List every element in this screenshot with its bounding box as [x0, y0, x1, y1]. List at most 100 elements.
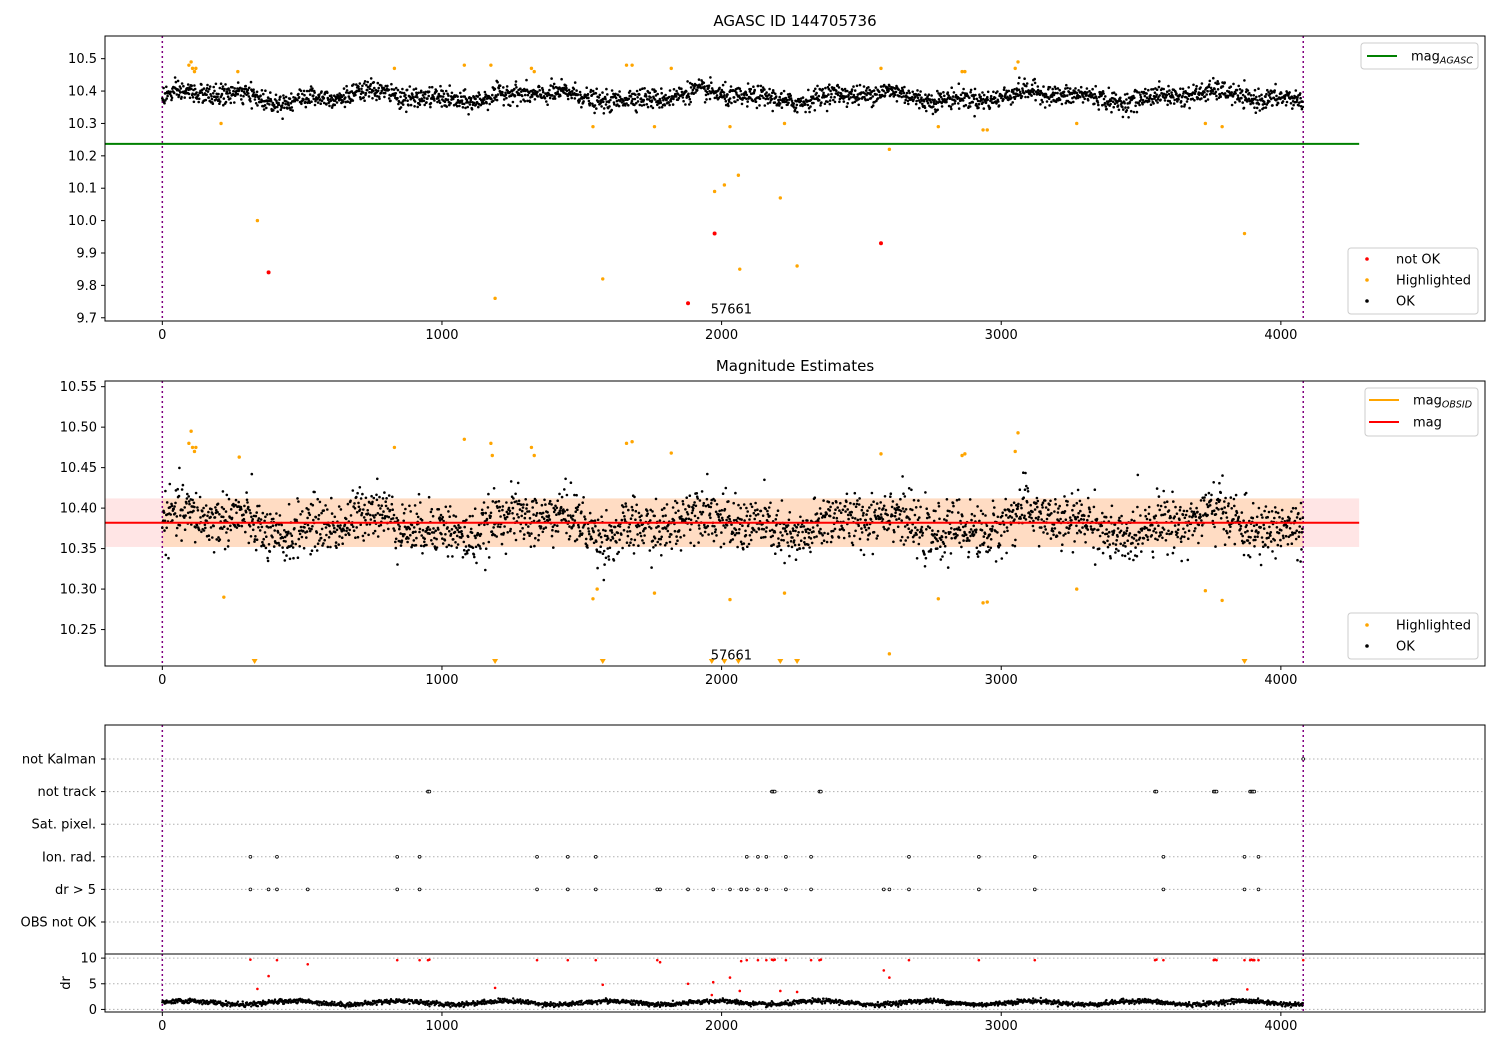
ok-point: [980, 528, 984, 532]
ok-point: [917, 99, 921, 102]
ok-point: [540, 503, 544, 507]
ok-point: [448, 529, 451, 533]
ok-point: [196, 509, 200, 512]
y-tick-label: 10.0: [68, 214, 97, 229]
ok-point: [1150, 534, 1154, 537]
ok-point: [375, 98, 378, 102]
ok-point: [963, 96, 966, 99]
ok-point: [1016, 505, 1020, 508]
ok-point: [604, 556, 608, 560]
ok-point: [471, 546, 475, 550]
ok-point: [950, 537, 953, 540]
ok-point: [638, 524, 641, 528]
ok-point: [308, 513, 312, 517]
ok-point: [780, 499, 784, 502]
ok-point: [375, 493, 378, 497]
ok-point: [946, 514, 949, 517]
ok-point: [352, 529, 356, 532]
ok-point: [1153, 516, 1156, 520]
ok-point: [852, 85, 855, 88]
ok-point: [1156, 101, 1159, 104]
ok-point: [1013, 518, 1016, 521]
x-tick-label: 3000: [985, 328, 1018, 343]
ok-point: [891, 514, 894, 517]
ok-point: [237, 500, 240, 504]
ok-point: [1014, 95, 1018, 98]
ok-point: [617, 104, 621, 108]
ok-point: [330, 496, 333, 500]
ok-point: [898, 94, 901, 98]
ok-point: [1030, 83, 1034, 87]
ok-point: [303, 93, 306, 97]
ok-point: [718, 86, 721, 90]
ok-point: [964, 103, 968, 107]
ok-point: [501, 90, 504, 94]
ok-point: [745, 506, 748, 510]
ok-point: [917, 499, 920, 502]
ok-point: [612, 559, 616, 562]
ok-point: [713, 499, 717, 502]
ok-point: [227, 497, 231, 501]
ok-point: [1163, 513, 1167, 516]
ok-point: [459, 95, 463, 98]
ok-point: [613, 533, 616, 536]
ok-point: [255, 511, 258, 514]
ok-point: [1085, 87, 1089, 90]
ok-point: [1112, 105, 1115, 109]
ok-point: [1165, 500, 1169, 504]
ok-point: [792, 539, 796, 542]
ok-point: [1153, 527, 1157, 530]
ok-point: [727, 104, 730, 108]
ok-point: [278, 514, 282, 517]
ok-point: [1088, 508, 1091, 511]
ok-point: [217, 536, 220, 539]
ok-point: [1148, 528, 1151, 532]
ok-point: [976, 99, 980, 103]
ok-point: [1100, 524, 1104, 528]
ok-point: [1114, 551, 1117, 554]
ok-point: [1206, 89, 1209, 93]
ok-point: [858, 497, 861, 500]
ok-point: [1081, 526, 1084, 529]
ok-point: [428, 532, 431, 535]
ok-point: [573, 97, 577, 100]
ok-point: [524, 498, 527, 501]
ok-point: [677, 509, 680, 513]
ok-point: [1060, 102, 1064, 106]
ok-point: [271, 524, 275, 527]
ok-point: [375, 498, 379, 502]
ok-point: [1288, 91, 1291, 94]
ok-point: [207, 534, 211, 537]
ok-point: [194, 491, 198, 495]
ok-point: [300, 102, 303, 106]
ok-point: [797, 531, 800, 534]
ok-point: [765, 91, 768, 94]
ok-point: [396, 519, 400, 522]
ok-point: [328, 104, 331, 108]
ok-point: [461, 534, 464, 538]
ok-point: [857, 524, 860, 528]
ok-point: [1124, 545, 1127, 548]
ok-point: [427, 94, 431, 98]
ok-point: [1186, 97, 1190, 101]
ok-point: [668, 89, 672, 92]
ok-point: [893, 514, 897, 518]
ok-point: [703, 101, 707, 104]
ok-point: [803, 102, 807, 106]
ok-point: [438, 101, 442, 105]
ok-point: [467, 113, 470, 116]
ok-point: [938, 517, 941, 521]
ok-point: [957, 526, 961, 529]
panel-title: Magnitude Estimates: [716, 357, 874, 375]
ok-point: [278, 98, 281, 101]
ok-point: [774, 552, 777, 555]
ok-point: [461, 556, 465, 559]
ok-point: [996, 515, 1000, 519]
ok-point: [916, 96, 920, 100]
ok-point: [468, 514, 472, 518]
ok-point: [482, 501, 486, 504]
ok-point: [932, 105, 935, 108]
ok-point: [836, 83, 839, 87]
ok-point: [505, 96, 508, 100]
ok-point: [464, 106, 467, 110]
